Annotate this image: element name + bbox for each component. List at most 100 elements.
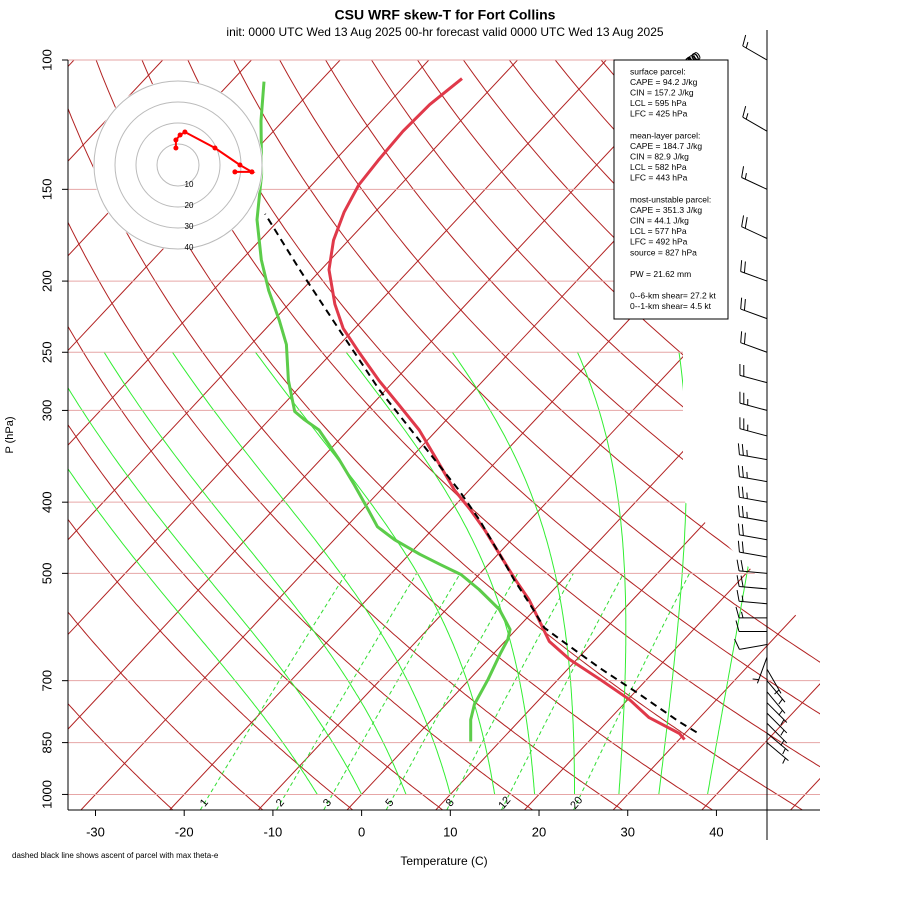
barb-shape [737, 540, 768, 558]
info-text: most-unstable parcel: [630, 194, 711, 204]
dry-adiabat [68, 60, 443, 810]
barb-shape [742, 34, 768, 61]
barb-shape [737, 465, 768, 483]
wind-barb [736, 590, 768, 605]
barb-shape [741, 166, 768, 190]
x-tick-label: 0 [358, 824, 365, 839]
barb-shape [766, 732, 789, 755]
y-tick-label: 200 [39, 270, 54, 292]
barb-shape [736, 590, 768, 605]
dry-adiabat [95, 60, 803, 810]
barb-shape [739, 364, 768, 384]
info-text: CAPE = 184.7 J/kg [630, 141, 702, 151]
y-axis-label: P (hPa) [4, 416, 16, 453]
wind-barb [752, 656, 768, 684]
x-tick-label: 30 [620, 824, 634, 839]
wind-barb [739, 364, 768, 384]
info-text: LFC = 492 hPa [630, 237, 688, 247]
y-tick-label: 150 [39, 178, 54, 200]
barb-shape [740, 331, 768, 353]
dry-adiabat [325, 60, 820, 810]
x-tick-label: -30 [86, 824, 105, 839]
wind-barb [736, 559, 768, 574]
isotherm [257, 60, 820, 810]
info-text: 0--6-km shear= 27.2 kt [630, 290, 716, 300]
hodograph-ring [135, 122, 221, 208]
barb-shape [741, 215, 768, 239]
mixing-ratio-line [501, 573, 625, 810]
parcel-line [264, 213, 698, 734]
y-tick-label: 850 [39, 732, 54, 754]
barb-shape [736, 559, 768, 574]
barb-shape [766, 712, 788, 736]
wind-barb [766, 680, 786, 705]
x-tick-label: 10 [443, 824, 457, 839]
wind-barb [739, 417, 768, 437]
moist-adiabat [255, 352, 496, 795]
info-text: mean-layer parcel: [630, 130, 700, 140]
hodograph-ring-label: 30 [185, 222, 194, 231]
x-tick-label: -20 [175, 824, 194, 839]
hodograph-ring [156, 143, 200, 187]
hodograph-point [173, 137, 179, 143]
y-tick-label: 400 [39, 491, 54, 513]
hodograph-point [177, 132, 183, 138]
wind-barb [741, 215, 768, 239]
x-tick-label: 40 [709, 824, 723, 839]
info-text: LCL = 595 hPa [630, 98, 687, 108]
moist-adiabat [68, 352, 318, 795]
wind-barb [742, 34, 768, 61]
info-text: LFC = 443 hPa [630, 173, 688, 183]
moist-adiabat [68, 352, 363, 795]
info-text: LFC = 425 hPa [630, 109, 688, 119]
wind-barb [741, 166, 768, 190]
info-text: PW = 21.62 mm [630, 269, 691, 279]
info-text: CIN = 82.9 J/kg [630, 151, 689, 161]
x-tick-label: 20 [532, 824, 546, 839]
hodograph-point [182, 129, 188, 135]
barb-shape [735, 606, 767, 619]
barb-shape [734, 638, 768, 650]
wind-barb [737, 465, 768, 483]
hodograph-point [237, 162, 243, 168]
isotherm [68, 60, 430, 810]
info-text: 0--1-km shear= 4.5 kt [630, 301, 712, 311]
isotherm [68, 60, 518, 810]
wind-barb [740, 260, 768, 282]
barb-shape [737, 485, 768, 503]
info-text: CAPE = 94.2 J/kg [630, 77, 698, 87]
isotherm [701, 60, 820, 810]
info-text: CAPE = 351.3 J/kg [630, 205, 702, 215]
barb-shape [737, 443, 768, 461]
wind-barb [766, 742, 789, 764]
hodograph-ring-label: 20 [185, 201, 194, 210]
barb-shape [740, 297, 768, 320]
wind-barb [742, 106, 768, 132]
x-tick-label: -10 [264, 824, 283, 839]
dry-adiabat [68, 60, 623, 810]
dry-adiabat [68, 60, 713, 810]
y-tick-label: 500 [39, 562, 54, 584]
hodograph-ring-label: 10 [185, 180, 194, 189]
mixing-ratio-line [573, 573, 690, 810]
wind-barb [766, 732, 789, 755]
barb-shape [739, 417, 768, 437]
hodograph-point [249, 169, 255, 175]
dry-adiabat [68, 60, 354, 810]
hodograph-ring-label: 40 [185, 243, 194, 252]
info-box [613, 59, 729, 320]
barb-shape [742, 106, 768, 132]
y-tick-label: 300 [39, 400, 54, 422]
dry-adiabat [68, 60, 264, 810]
barb-shape [766, 680, 786, 705]
wind-barb [737, 485, 768, 503]
isotherm [612, 60, 820, 810]
dry-adiabat [141, 60, 820, 810]
y-tick-label: 700 [39, 670, 54, 692]
wind-barb [740, 297, 768, 320]
mixing-ratio-line [276, 573, 418, 810]
dry-adiabat [371, 60, 820, 810]
barb-shape [736, 575, 768, 590]
chart-subtitle: init: 0000 UTC Wed 13 Aug 2025 00-hr for… [226, 25, 663, 39]
